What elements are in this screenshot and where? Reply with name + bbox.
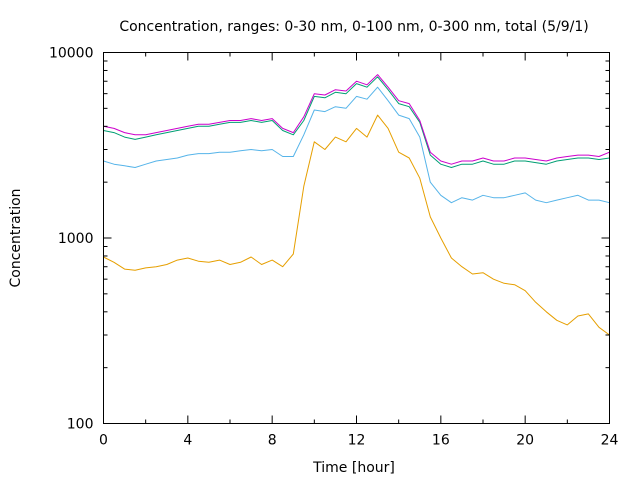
x-axis-title: Time [hour] [312, 460, 395, 476]
y-tick-label: 1000 [58, 231, 94, 247]
x-tick-label: 24 [601, 433, 619, 449]
x-tick-label: 0 [99, 433, 108, 449]
x-tick-label: 20 [516, 433, 534, 449]
series-line-1 [103, 114, 610, 336]
x-tick-label: 8 [268, 433, 277, 449]
x-tick-label: 12 [348, 433, 366, 449]
x-tick-label: 4 [183, 433, 192, 449]
series-line-2 [103, 86, 610, 204]
chart-title: Concentration, ranges: 0-30 nm, 0-100 nm… [119, 19, 588, 35]
series-layer [103, 74, 610, 336]
series-line-3 [103, 76, 610, 168]
ticks-layer: 0 4 8 12 16 20 24 100 1000 10000 [49, 46, 619, 449]
y-tick-label: 10000 [49, 46, 94, 62]
x-tick-label: 16 [432, 433, 450, 449]
y-tick-label: 100 [67, 417, 94, 433]
series-line-4 [103, 74, 610, 165]
y-axis-title: Concentration [8, 188, 24, 287]
